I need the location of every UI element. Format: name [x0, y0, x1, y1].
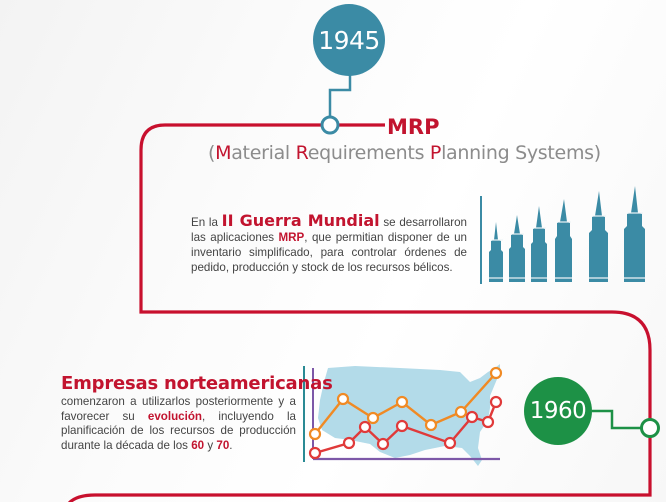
- subtitle-word: aterial: [231, 142, 296, 164]
- subtitle-word: lanning Systems: [441, 142, 594, 164]
- usa-map-line-chart-icon: [303, 364, 503, 466]
- highlight-evolucion: evolución: [147, 409, 203, 423]
- subtitle-word: equirements: [307, 142, 430, 164]
- text-run: , que permitian disponer de un inventari…: [191, 231, 467, 274]
- section-subtitle: (Material Requirements Planning Systems): [208, 142, 601, 164]
- year-badge-1945: 1945: [313, 4, 385, 76]
- highlight-ww2: II Guerra Mundial: [221, 211, 380, 230]
- text-run: y: [204, 438, 217, 452]
- section-title-mrp: MRP: [387, 115, 440, 139]
- text-run: comenzaron a utilizarlos posteriormente …: [61, 395, 296, 423]
- text-run: , incluyendo la planificación de los rec…: [61, 409, 297, 452]
- acronym-letter: P: [429, 142, 442, 164]
- highlight-60: 60: [191, 438, 205, 452]
- highlight-70: 70: [216, 438, 230, 452]
- acronym-letter: R: [295, 142, 308, 164]
- empresas-description: comenzaron a utilizarlos posteriormente …: [61, 395, 296, 453]
- highlight-mrp: MRP: [278, 231, 305, 244]
- text-run: En la: [191, 216, 222, 229]
- text-run: se desarrollaron las aplicaciones: [191, 216, 467, 244]
- paren-open: (: [208, 142, 216, 164]
- acronym-letter: M: [215, 142, 232, 164]
- node-1945: [320, 115, 340, 135]
- year-label: 1960: [529, 398, 587, 424]
- bullets-icon: [480, 186, 645, 284]
- year-badge-1960: 1960: [524, 377, 592, 445]
- year-label: 1945: [318, 25, 380, 55]
- node-1960: [640, 418, 660, 438]
- text-run: .: [229, 438, 233, 452]
- mrp-description: En la II Guerra Mundial se desarrollaron…: [191, 213, 467, 275]
- paren-close: ): [593, 142, 601, 164]
- section-title-empresas: Empresas norteamericanas: [61, 373, 333, 394]
